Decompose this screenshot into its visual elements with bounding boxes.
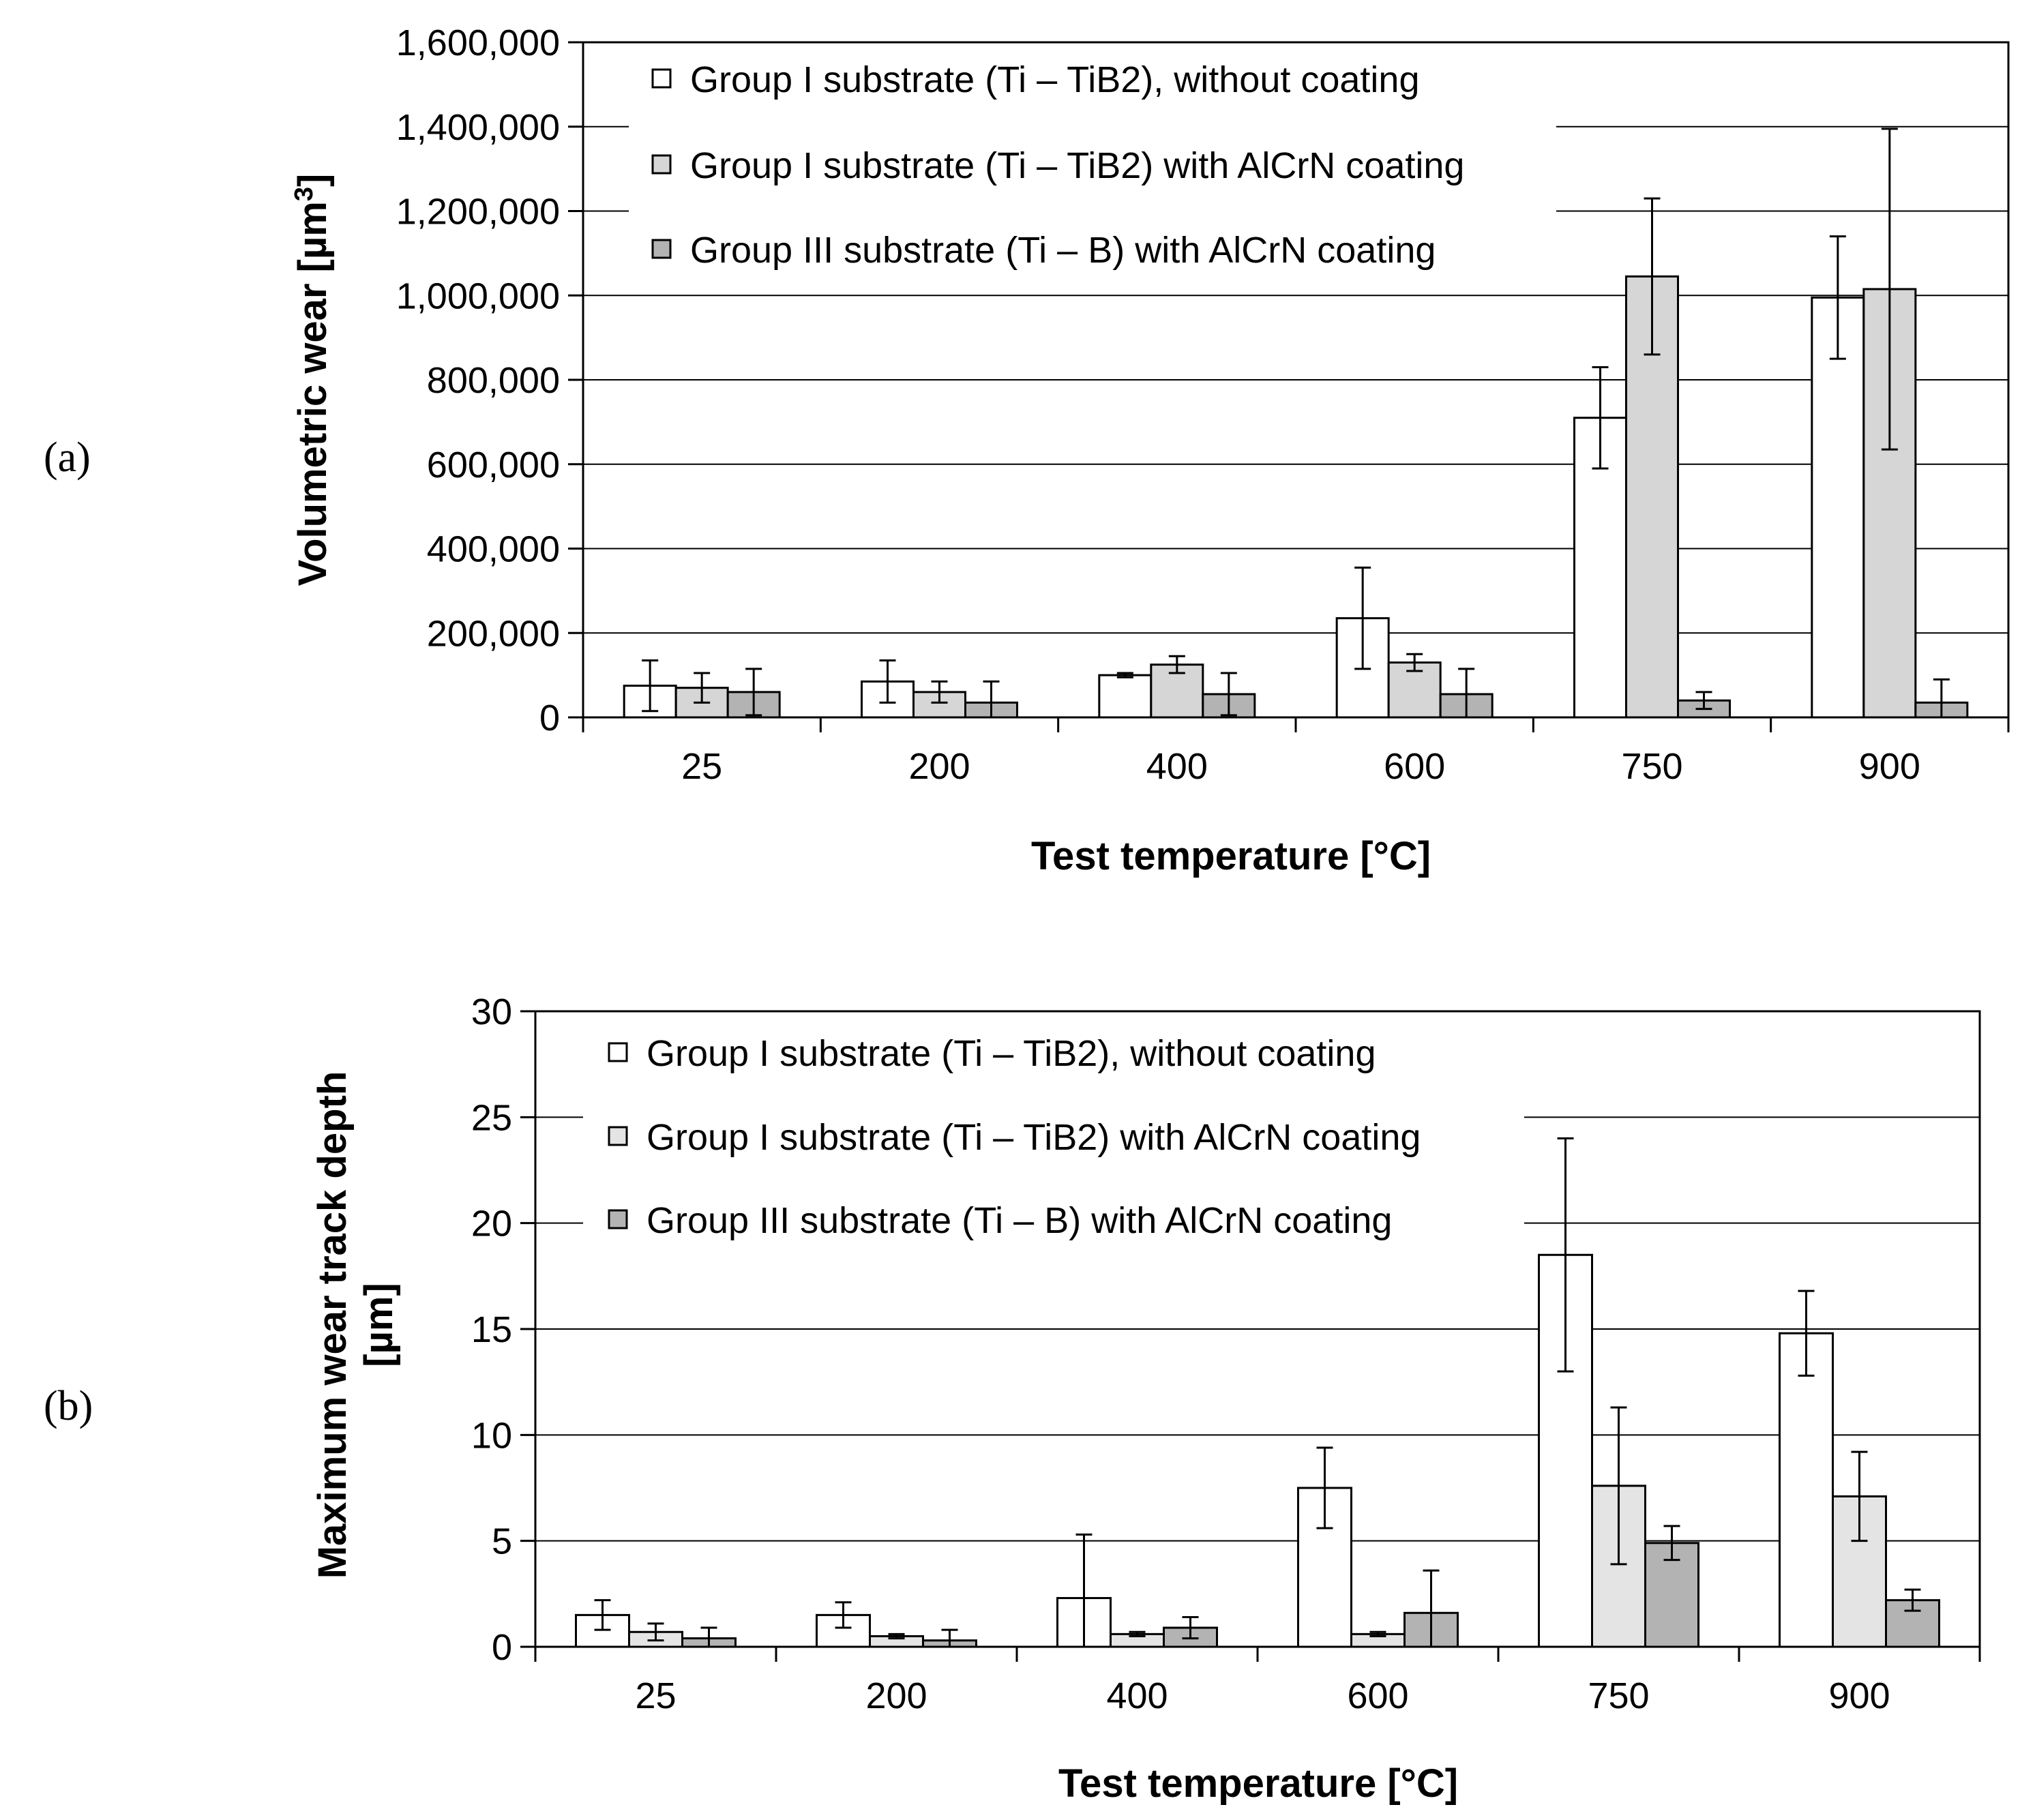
- chart-a-legend-swatch-3: [651, 239, 672, 259]
- panel-b-label: (b): [44, 1383, 93, 1429]
- chart-b-x-tick-label-25: 25: [635, 1675, 676, 1716]
- chart-b-legend-label-2: Group I substrate (Ti – TiB2) with AlCrN…: [647, 1117, 1421, 1158]
- panel-a-label: (a): [44, 434, 91, 481]
- chart-b-legend-label-1: Group I substrate (Ti – TiB2), without c…: [647, 1033, 1376, 1074]
- chart-a-legend-label-2: Group I substrate (Ti – TiB2) with AlCrN…: [690, 145, 1464, 186]
- chart-a-y-tick-label: 600,000: [427, 445, 560, 486]
- chart-b-y-tick-label: 25: [471, 1097, 512, 1138]
- chart-b-x-tick-label-200: 200: [865, 1675, 927, 1716]
- chart-b-y-tick-label: 15: [471, 1309, 512, 1350]
- chart-b-x-axis-title: Test temperature [°C]: [1058, 1761, 1458, 1806]
- chart-a-y-tick-label: 1,400,000: [396, 107, 560, 148]
- chart-a-y-tick-label: 200,000: [427, 613, 560, 654]
- chart-a-legend-swatch-1: [651, 68, 672, 89]
- chart-b-bar-s1-200: [816, 1613, 871, 1648]
- chart-b-bar-s1-900: [1779, 1332, 1834, 1648]
- chart-a-y-tick-label: 400,000: [427, 529, 560, 570]
- chart-a-y-axis-title: Volumetric wear [µm3]: [290, 174, 335, 586]
- chart-a-x-tick-label-600: 600: [1384, 746, 1445, 787]
- chart-a-axes: 0 200,000 400,000 600,000 800,000 1,000,000 1,…: [396, 23, 2010, 787]
- chart-a-y-tick-label: 1,200,000: [396, 192, 560, 233]
- chart-b-y-axis-title-line-2: [µm]: [357, 1283, 401, 1367]
- chart-a-y-axis-title-main: Volumetric wear [µm: [291, 201, 335, 586]
- chart-b-legend-swatch-2: [608, 1126, 628, 1146]
- chart-b-legend: Group I substrate (Ti – TiB2), without c…: [583, 1018, 1524, 1241]
- chart-a-x-tick-label-25: 25: [681, 746, 722, 787]
- chart-a-x-tick-label-750: 750: [1621, 746, 1682, 787]
- chart-a-bar-s1-900: [1811, 296, 1865, 719]
- chart-a-gridlines: [583, 125, 2008, 634]
- chart-a: (a) Group I substrate (Ti – TiB2), witho…: [44, 23, 2010, 878]
- chart-b-y-tick-label: 10: [471, 1415, 512, 1456]
- chart-b-bar-s1-750: [1538, 1253, 1593, 1648]
- chart-a-legend: Group I substrate (Ti – TiB2), without c…: [629, 49, 1556, 271]
- chart-b-y-axis-title-line-1: Maximum wear track depth: [310, 1071, 355, 1579]
- chart-a-x-tick-label-200: 200: [908, 746, 970, 787]
- chart-a-y-tick-label: 1,600,000: [396, 23, 560, 63]
- chart-b-y-tick-label: 5: [492, 1521, 512, 1562]
- chart-b-y-tick-label: 0: [492, 1627, 512, 1668]
- chart-b-x-tick-label-400: 400: [1106, 1675, 1168, 1716]
- chart-b-legend-background: [583, 1018, 1524, 1236]
- chart-a-x-tick-label-400: 400: [1146, 746, 1208, 787]
- chart-b-x-tick-label-900: 900: [1828, 1675, 1890, 1716]
- chart-a-bar-s1-400: [1098, 674, 1153, 719]
- chart-a-x-axis-title: Test temperature [°C]: [1031, 834, 1431, 878]
- chart-b-x-tick-label-600: 600: [1347, 1675, 1408, 1716]
- chart-a-legend-background: [629, 49, 1556, 267]
- chart-b-legend-label-3: Group III substrate (Ti – B) with AlCrN …: [647, 1200, 1392, 1241]
- chart-b-legend-swatch-3: [608, 1209, 628, 1229]
- chart-a-y-tick-label: 800,000: [427, 360, 560, 401]
- chart-a-error-bars: [642, 128, 1950, 719]
- chart-a-legend-label-1: Group I substrate (Ti – TiB2), without c…: [690, 59, 1419, 100]
- chart-a-y-tick-label: 0: [539, 698, 560, 739]
- chart-b-legend-swatch-1: [608, 1042, 628, 1062]
- chart-a-y-tick-label: 1,000,000: [396, 275, 560, 316]
- chart-a-legend-label-3: Group III substrate (Ti – B) with AlCrN …: [690, 230, 1436, 271]
- chart-b-axes: 0 5 10 15 20 25 30 25 200 400 600 750 900: [471, 991, 1981, 1716]
- chart-a-x-tick-label-900: 900: [1859, 746, 1920, 787]
- chart-b-y-tick-label: 30: [471, 991, 512, 1032]
- chart-a-legend-swatch-2: [651, 154, 672, 175]
- chart-a-y-axis-title-end: ]: [291, 174, 335, 187]
- chart-b-x-tick-label-750: 750: [1588, 1675, 1649, 1716]
- chart-b: (b) Group I substrate (Ti – TiB2), witho…: [44, 991, 1981, 1806]
- chart-b-y-tick-label: 20: [471, 1204, 512, 1244]
- chart-a-y-axis-title-superscript: 3: [290, 187, 318, 201]
